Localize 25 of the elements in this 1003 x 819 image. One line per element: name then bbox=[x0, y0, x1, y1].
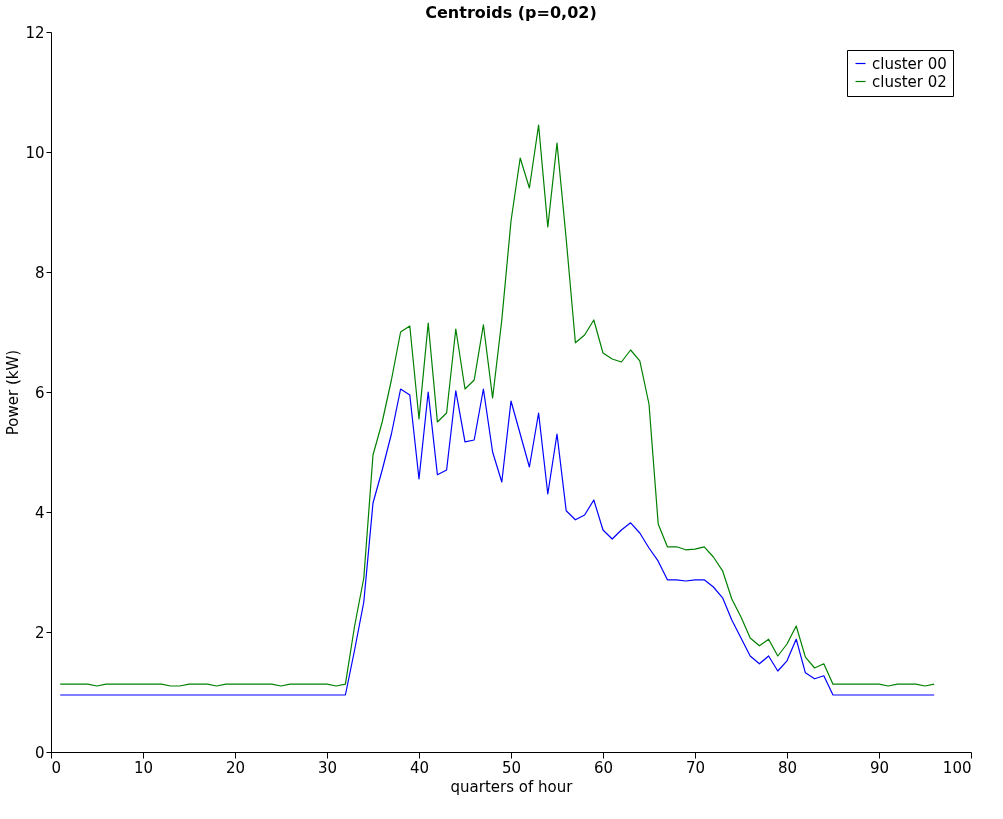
y-tick-label: 4 bbox=[34, 503, 45, 522]
x-tick-label: 60 bbox=[593, 758, 614, 777]
x-tick-label: 100 bbox=[942, 758, 972, 777]
x-tick-label: 10 bbox=[133, 758, 154, 777]
line-series bbox=[59, 388, 935, 696]
y-tick-label: 6 bbox=[34, 383, 45, 402]
y-tick-label: 2 bbox=[34, 623, 45, 642]
x-tick-label: 40 bbox=[409, 758, 430, 777]
y-tick-label: 10 bbox=[25, 143, 45, 162]
y-tick-label: 12 bbox=[25, 23, 45, 42]
legend-label: cluster 00 bbox=[872, 54, 947, 73]
legend-label: cluster 02 bbox=[872, 72, 947, 91]
x-axis-title: quarters of hour bbox=[450, 777, 574, 796]
x-tick-label: 70 bbox=[685, 758, 706, 777]
x-tick-label: 30 bbox=[317, 758, 338, 777]
x-tick-label: 50 bbox=[501, 758, 522, 777]
y-tick-label: 8 bbox=[34, 263, 45, 282]
y-axis-title: Power (kW) bbox=[4, 349, 23, 436]
x-tick-label: 20 bbox=[225, 758, 246, 777]
x-tick-label: 80 bbox=[777, 758, 798, 777]
chart-title: Centroids (p=0,02) bbox=[425, 3, 597, 22]
x-tick-label: 0 bbox=[51, 758, 62, 777]
x-tick-label: 90 bbox=[869, 758, 890, 777]
line-series bbox=[59, 124, 935, 687]
y-tick-label: 0 bbox=[34, 743, 45, 762]
